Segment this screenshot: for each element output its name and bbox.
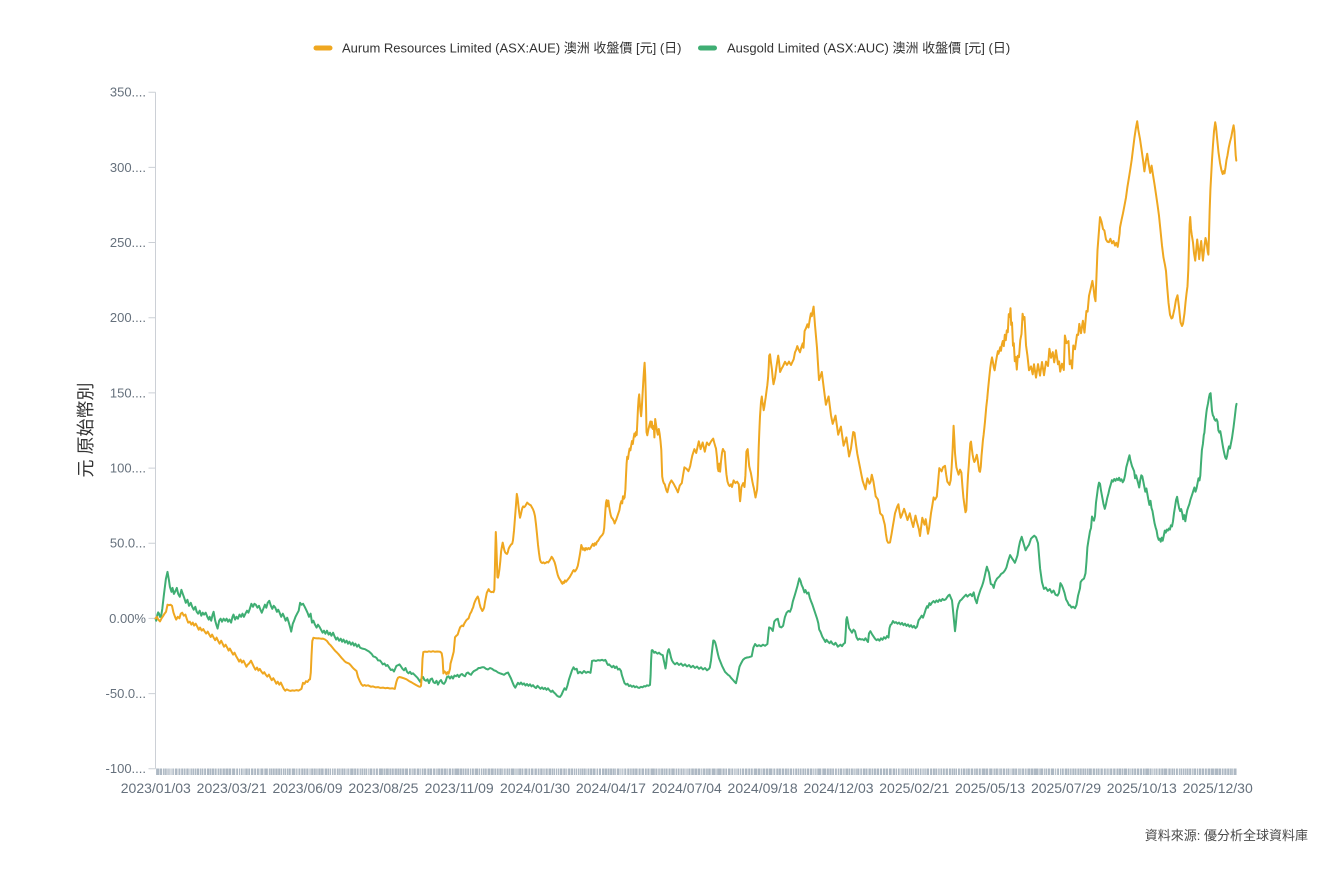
svg-text:2024/09/18: 2024/09/18 <box>728 780 798 796</box>
svg-text:-50.0...: -50.0... <box>106 686 146 701</box>
svg-text:350....: 350.... <box>110 85 146 100</box>
svg-text:-100....: -100.... <box>106 761 146 776</box>
svg-text:2023/01/03: 2023/01/03 <box>121 780 191 796</box>
svg-text:Ausgold Limited (ASX:AUC) 澳洲 收: Ausgold Limited (ASX:AUC) 澳洲 收盤價 [元] (日) <box>727 41 1010 56</box>
svg-text:元 原始幣別: 元 原始幣別 <box>76 382 96 477</box>
svg-text:250....: 250.... <box>110 235 146 250</box>
svg-text:2025/10/13: 2025/10/13 <box>1107 780 1177 796</box>
svg-text:300....: 300.... <box>110 160 146 175</box>
svg-text:50.0...: 50.0... <box>110 536 146 551</box>
svg-text:2023/06/09: 2023/06/09 <box>272 780 342 796</box>
svg-text:2024/12/03: 2024/12/03 <box>803 780 873 796</box>
svg-text:資料來源: 優分析全球資料庫: 資料來源: 優分析全球資料庫 <box>1145 828 1308 843</box>
svg-text:2025/12/30: 2025/12/30 <box>1183 780 1253 796</box>
svg-text:2025/02/21: 2025/02/21 <box>879 780 949 796</box>
svg-text:0.00%: 0.00% <box>109 611 146 626</box>
svg-text:150....: 150.... <box>110 385 146 400</box>
svg-text:2024/04/17: 2024/04/17 <box>576 780 646 796</box>
svg-text:2023/11/09: 2023/11/09 <box>425 780 494 796</box>
svg-text:200....: 200.... <box>110 310 146 325</box>
svg-text:2025/07/29: 2025/07/29 <box>1031 780 1101 796</box>
svg-text:Aurum Resources Limited (ASX:A: Aurum Resources Limited (ASX:AUE) 澳洲 收盤價… <box>342 41 682 56</box>
svg-text:2024/07/04: 2024/07/04 <box>652 780 722 796</box>
svg-text:2025/05/13: 2025/05/13 <box>955 780 1025 796</box>
svg-text:100....: 100.... <box>110 461 146 476</box>
svg-text:2023/08/25: 2023/08/25 <box>348 780 418 796</box>
svg-text:2023/03/21: 2023/03/21 <box>197 780 267 796</box>
svg-text:2024/01/30: 2024/01/30 <box>500 780 570 796</box>
